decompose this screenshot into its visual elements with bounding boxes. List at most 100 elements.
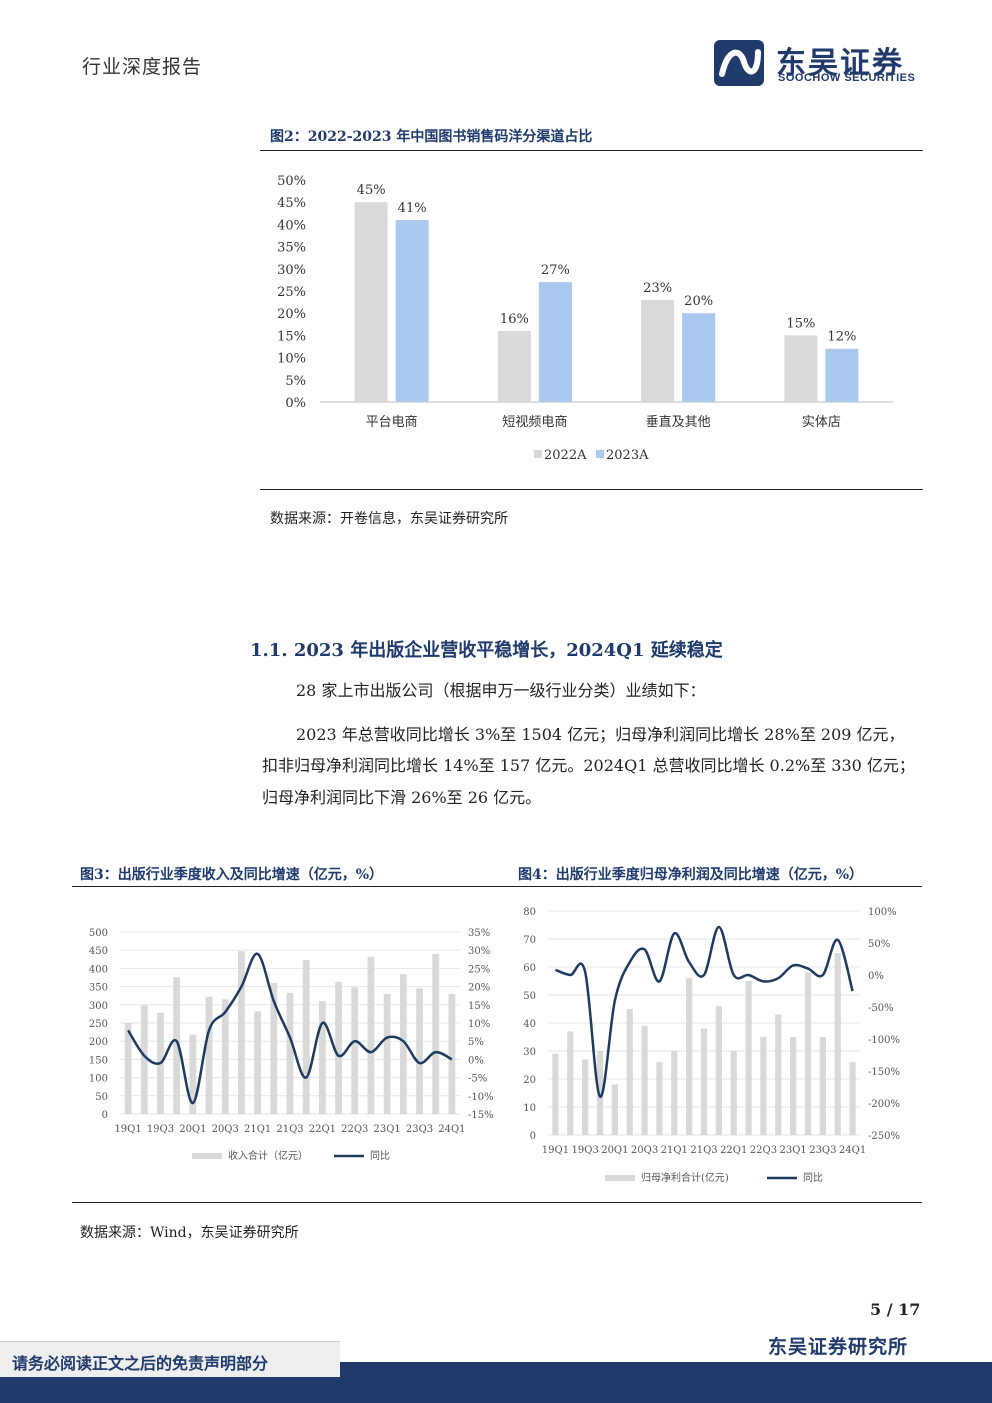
data-label: 16% (500, 312, 529, 327)
figure2-title: 图2：2022-2023 年中国图书销售码洋分渠道占比 (270, 129, 593, 145)
y-tick-label: 20% (277, 307, 306, 322)
bar (286, 992, 294, 1114)
y-tick-label: 15% (277, 329, 306, 344)
x-tick-label: 20Q1 (601, 1145, 628, 1156)
y-right-tick-label: -200% (868, 1099, 900, 1110)
figures-top-rule (72, 886, 922, 887)
y-right-tick-label: 35% (468, 928, 490, 939)
x-tick-label: 19Q1 (542, 1145, 569, 1156)
bar-2023A (825, 348, 859, 402)
bar (730, 1051, 737, 1135)
bar (834, 953, 841, 1135)
paragraph-2-line-3: 归母净利润同比下滑 26%至 26 亿元。 (262, 788, 542, 807)
figure2-chart: 0% 5% 10% 15% 20% 25% 30% 35% 40% 45% 50% 45% 41% 平台电… (277, 174, 893, 463)
y-left-tick-label: 0 (530, 1131, 536, 1142)
brand-name-en: SOOCHOW SECURITIES (778, 72, 916, 84)
y-tick-label: 0% (285, 396, 306, 411)
paragraph-2-line-2: 扣非归母净利润同比增长 14%至 157 亿元。2024Q1 总营收同比增长 0… (262, 756, 915, 775)
x-tick-label: 22Q3 (341, 1124, 368, 1135)
yoy-line (127, 952, 453, 1105)
legend-swatch (534, 450, 542, 458)
legend-swatch (596, 450, 604, 458)
bar (552, 1053, 559, 1135)
y-right-tick-label: 25% (468, 964, 490, 975)
bar (189, 1034, 197, 1114)
y-left-tick-label: 20 (523, 1075, 536, 1086)
bar (582, 1059, 589, 1135)
y-tick-label: 25% (277, 285, 306, 300)
data-label: 12% (827, 330, 856, 345)
bar-2022A (641, 299, 675, 402)
bar (416, 988, 423, 1114)
brand-name-cn: 东吴证券 (776, 46, 904, 81)
y-left-tick-label: 50 (95, 1092, 108, 1103)
bar (700, 1028, 708, 1135)
bar (432, 953, 440, 1114)
footer-brand: 东吴证券研究所 (768, 1336, 909, 1358)
bar (221, 999, 229, 1114)
x-tick-label: 21Q1 (244, 1124, 271, 1135)
legend-label: 2022A (544, 448, 587, 463)
bar (448, 993, 456, 1114)
paragraph-1: 28 家上市出版公司（根据申万一级行业分类）业绩如下： (296, 681, 706, 700)
y-left-tick-label: 150 (89, 1055, 108, 1066)
x-tick-label: 19Q1 (114, 1124, 141, 1135)
legend-label: 2023A (606, 448, 649, 463)
category-label: 实体店 (802, 415, 841, 430)
legend-bar-label: 归母净利合计(亿元) (641, 1171, 729, 1184)
y-tick-label: 35% (277, 241, 306, 256)
bar (399, 974, 407, 1114)
bar (254, 1011, 262, 1114)
y-right-tick-label: -50% (868, 1003, 894, 1014)
y-right-tick-label: -10% (468, 1092, 494, 1103)
bar (351, 987, 359, 1114)
data-label: 41% (398, 201, 427, 216)
data-label: 27% (541, 263, 570, 278)
y-left-tick-label: 40 (523, 1019, 536, 1030)
x-tick-label: 24Q1 (839, 1145, 866, 1156)
x-tick-label: 20Q3 (212, 1124, 239, 1135)
y-right-tick-label: -5% (468, 1074, 487, 1085)
y-left-tick-label: 100 (89, 1074, 108, 1085)
x-tick-label: 23Q3 (406, 1124, 433, 1135)
x-tick-label: 23Q1 (779, 1145, 806, 1156)
figure2-bottom-rule (260, 489, 923, 490)
bar (641, 1025, 648, 1135)
legend-line-label: 同比 (803, 1172, 823, 1184)
legend-line-label: 同比 (370, 1150, 390, 1162)
y-right-tick-label: 10% (468, 1019, 490, 1030)
bar-2022A (784, 335, 818, 402)
bar (596, 1051, 604, 1135)
category-label: 短视频电商 (502, 415, 567, 430)
bar (205, 996, 213, 1114)
y-left-tick-label: 30 (523, 1047, 536, 1058)
x-tick-label: 23Q1 (373, 1124, 400, 1135)
bar-2023A (395, 219, 429, 402)
y-tick-label: 40% (277, 218, 306, 233)
bar (140, 1005, 148, 1114)
y-tick-label: 50% (277, 174, 306, 189)
yoy-line (554, 925, 854, 1098)
disclaimer-box: 请务必阅读正文之后的免责声明部分 (0, 1341, 340, 1377)
bar (849, 1062, 856, 1135)
legend-bar-swatch (192, 1153, 222, 1159)
y-right-tick-label: 50% (868, 939, 890, 950)
figures-source: 数据来源：Wind，东吴证券研究所 (80, 1225, 299, 1241)
bar (367, 956, 375, 1114)
y-left-tick-label: 50 (523, 991, 536, 1002)
y-right-tick-label: -150% (868, 1067, 900, 1078)
y-tick-label: 5% (285, 374, 306, 389)
bar (238, 951, 245, 1114)
bar (775, 1014, 782, 1135)
data-label: 20% (684, 294, 713, 309)
y-left-tick-label: 500 (89, 928, 108, 939)
brand-logo-icon (714, 40, 764, 86)
x-tick-label: 21Q3 (276, 1124, 303, 1135)
bar (686, 978, 693, 1135)
bar (819, 1037, 826, 1135)
y-right-tick-label: 5% (468, 1037, 484, 1048)
y-right-tick-label: 0% (868, 971, 884, 982)
legend-bar-swatch (605, 1175, 635, 1181)
bar (318, 1001, 326, 1114)
category-label: 平台电商 (366, 415, 418, 430)
